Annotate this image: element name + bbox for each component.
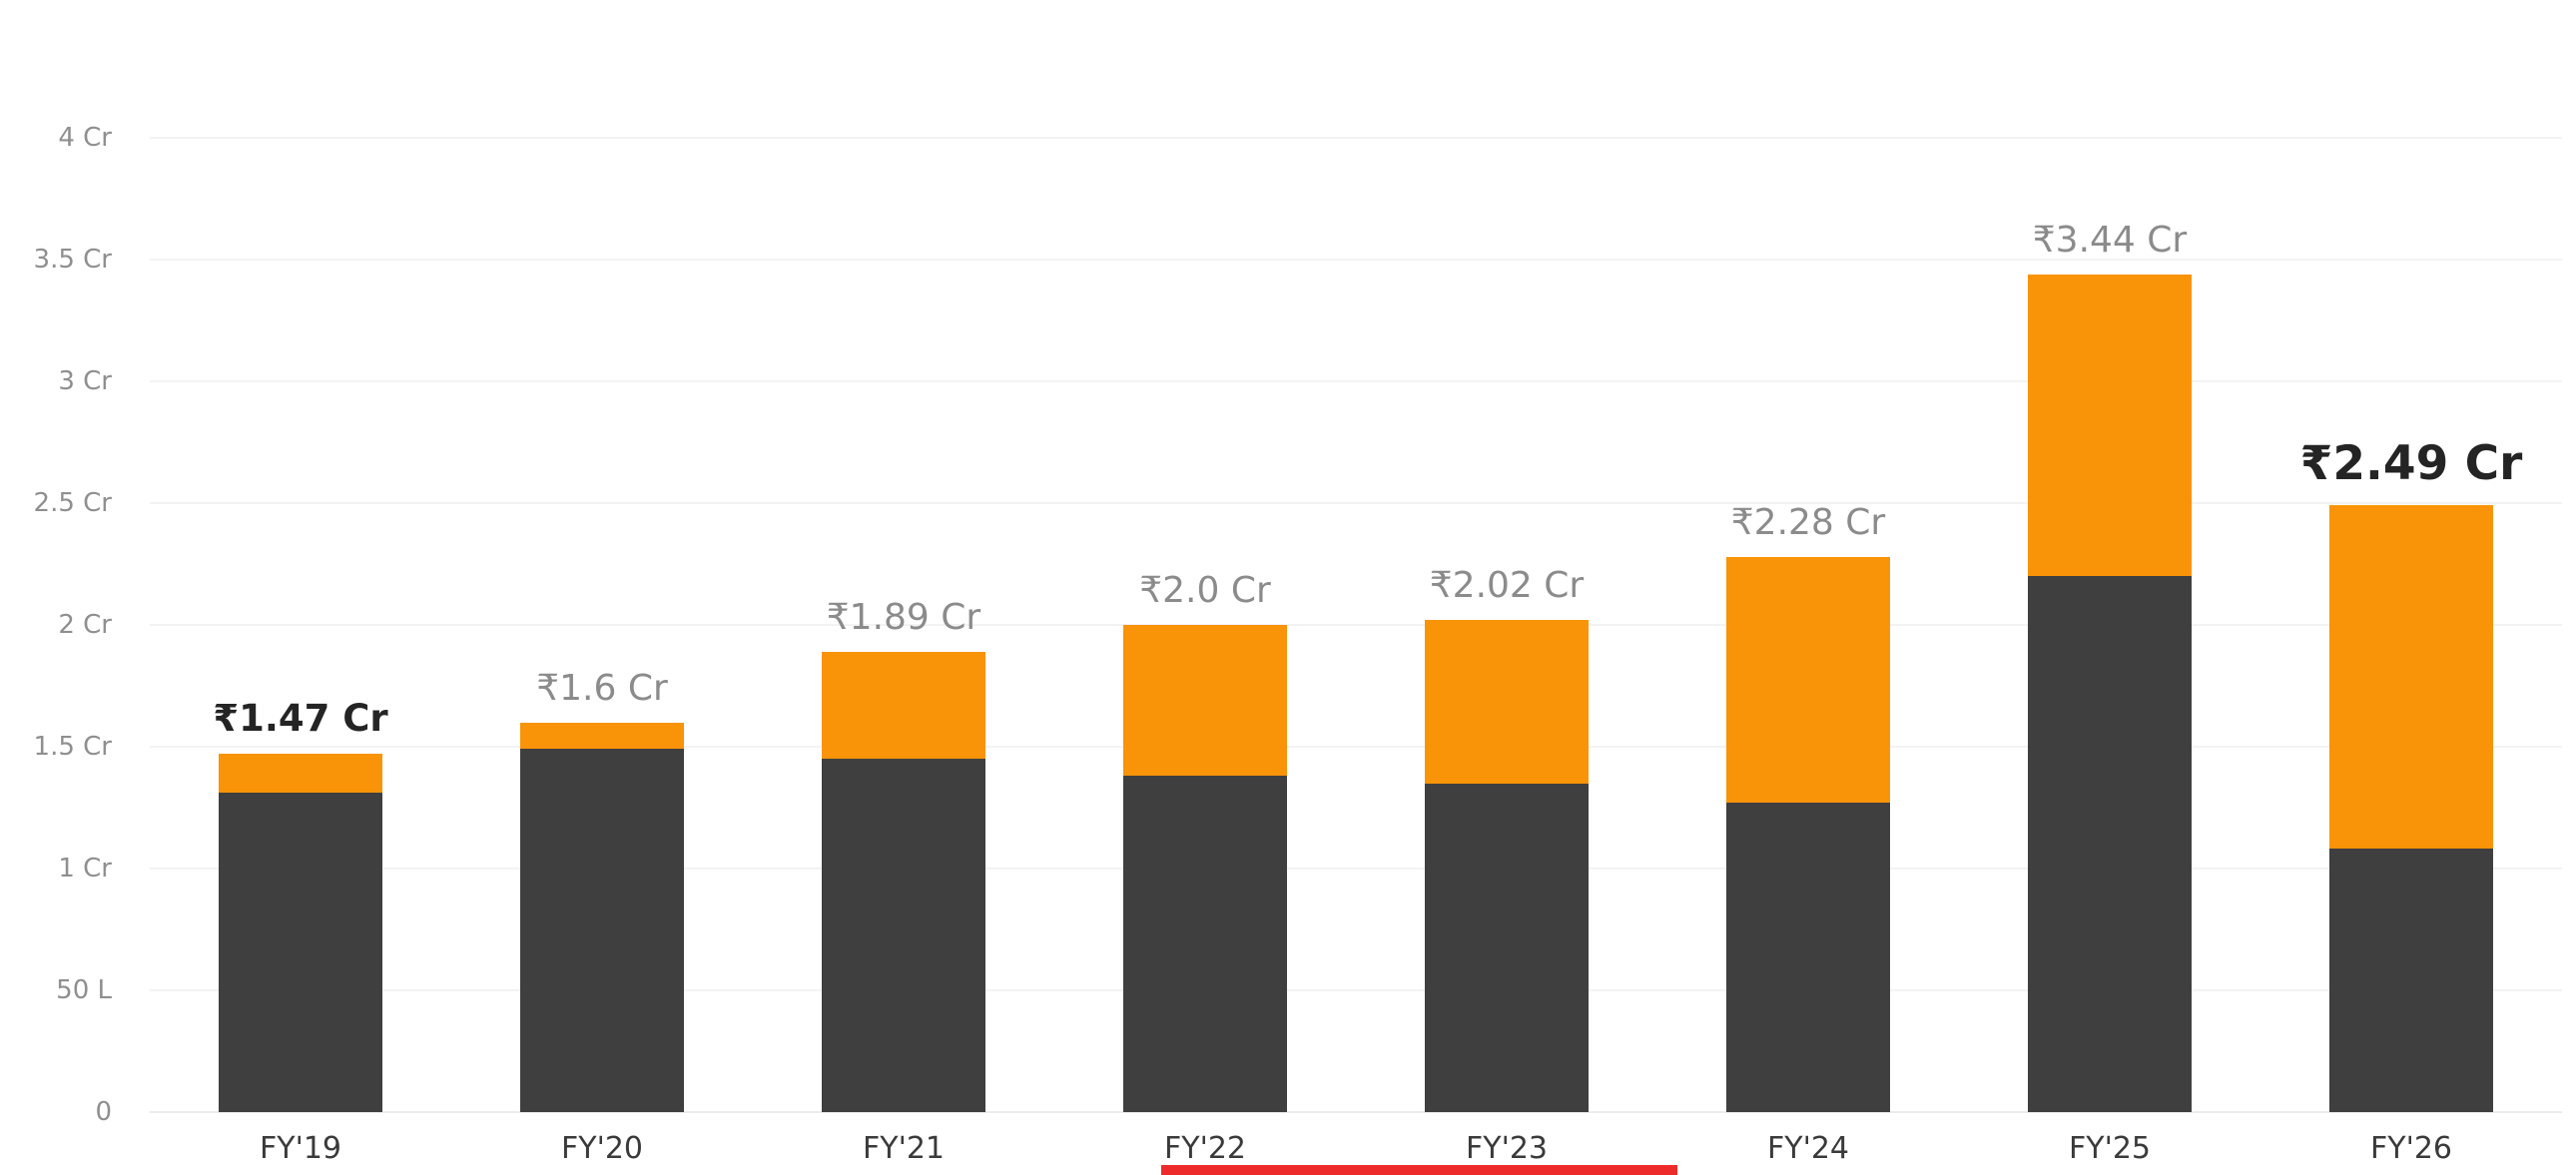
bar-segment-top[interactable] — [1425, 620, 1589, 784]
bar-value-label: ₹2.28 Cr — [1730, 501, 1886, 543]
bar-group: ₹2.0 Cr FY'22 — [1054, 138, 1356, 1166]
bar-segment-base[interactable] — [822, 759, 985, 1112]
y-axis-tick-label: 3 Cr — [58, 366, 112, 396]
bar[interactable] — [520, 722, 684, 1112]
x-axis-label: FY'21 — [862, 1131, 945, 1166]
bar-segment-top[interactable] — [1123, 625, 1287, 777]
bar-value-label: ₹2.0 Cr — [1139, 570, 1271, 612]
bar-value-label: ₹1.47 Cr — [213, 697, 388, 741]
grid-line — [150, 746, 2562, 748]
gridlines — [150, 137, 2562, 1113]
y-axis-tick-label: 50 L — [56, 975, 112, 1005]
bar[interactable] — [219, 754, 382, 1112]
bar-group: ₹1.6 Cr FY'20 — [451, 138, 753, 1166]
bar[interactable] — [822, 651, 985, 1112]
bar-segment-top[interactable] — [520, 722, 684, 750]
grid-line — [150, 380, 2562, 382]
bar[interactable] — [1123, 625, 1287, 1112]
bar-group: ₹3.44 Cr FY'25 — [1959, 138, 2260, 1166]
grid-line — [150, 868, 2562, 870]
x-axis-label: FY'19 — [259, 1131, 341, 1166]
plot-area: ₹1.47 Cr FY'19 ₹1.6 Cr FY'20 ₹1.89 Cr FY'21 ₹2… — [150, 137, 2562, 1166]
grid-line — [150, 624, 2562, 626]
bar[interactable] — [2028, 274, 2192, 1112]
bar-segment-base[interactable] — [1726, 803, 1890, 1112]
bar-value-label: ₹1.89 Cr — [826, 596, 981, 638]
bar-segment-base[interactable] — [1425, 783, 1589, 1112]
y-axis-tick-label: 4 Cr — [58, 123, 112, 153]
y-axis-tick-label: 2.5 Cr — [33, 488, 112, 518]
y-axis-tick-label: 0 — [95, 1097, 112, 1127]
x-axis-label: FY'23 — [1465, 1131, 1548, 1166]
bar-group: ₹1.89 Cr FY'21 — [753, 138, 1054, 1166]
y-axis-tick-label: 1 Cr — [58, 854, 112, 883]
grid-line — [150, 989, 2562, 991]
grid-line — [150, 1111, 2562, 1113]
x-axis-label: FY'24 — [1766, 1131, 1849, 1166]
bar-value-label: ₹2.49 Cr — [2299, 436, 2523, 492]
grid-line — [150, 502, 2562, 504]
x-axis-label: FY'22 — [1163, 1131, 1246, 1166]
bar-value-label: ₹1.6 Cr — [536, 667, 668, 709]
bar-value-label: ₹2.02 Cr — [1429, 565, 1585, 607]
bar-segment-base[interactable] — [1123, 776, 1287, 1112]
bar-group: ₹2.49 Cr FY'26 — [2260, 138, 2562, 1166]
bar[interactable] — [1726, 556, 1890, 1112]
bar-segment-base[interactable] — [520, 749, 684, 1112]
bar-value-label: ₹3.44 Cr — [2032, 219, 2188, 261]
bar-segment-top[interactable] — [2329, 505, 2493, 850]
bar-group: ₹2.02 Cr FY'23 — [1356, 138, 1657, 1166]
bar[interactable] — [1425, 620, 1589, 1112]
bar-segment-base[interactable] — [2329, 849, 2493, 1112]
bar-segment-top[interactable] — [822, 651, 985, 760]
bar-segment-base[interactable] — [219, 793, 382, 1112]
bar-segment-top[interactable] — [2028, 274, 2192, 577]
bars-container: ₹1.47 Cr FY'19 ₹1.6 Cr FY'20 ₹1.89 Cr FY'21 ₹2… — [150, 138, 2562, 1166]
x-axis-label: FY'20 — [560, 1131, 643, 1166]
bar-segment-top[interactable] — [1726, 556, 1890, 804]
y-axis-tick-label: 1.5 Cr — [33, 732, 112, 762]
bar-segment-top[interactable] — [219, 754, 382, 794]
x-axis-label: FY'26 — [2369, 1131, 2452, 1166]
bar-segment-base[interactable] — [2028, 576, 2192, 1112]
grid-line — [150, 137, 2562, 139]
bar-group: ₹2.28 Cr FY'24 — [1657, 138, 1959, 1166]
y-axis-tick-label: 3.5 Cr — [33, 245, 112, 275]
red-indicator-bar — [1161, 1165, 1677, 1175]
y-axis: 4 Cr 3.5 Cr 3 Cr 2.5 Cr 2 Cr 1.5 Cr 1 Cr 50 L 0 — [0, 123, 132, 1127]
bar[interactable] — [2329, 505, 2493, 1112]
x-axis-label: FY'25 — [2068, 1131, 2151, 1166]
bar-group: ₹1.47 Cr FY'19 — [150, 138, 451, 1166]
grid-line — [150, 259, 2562, 261]
y-axis-tick-label: 2 Cr — [58, 610, 112, 640]
